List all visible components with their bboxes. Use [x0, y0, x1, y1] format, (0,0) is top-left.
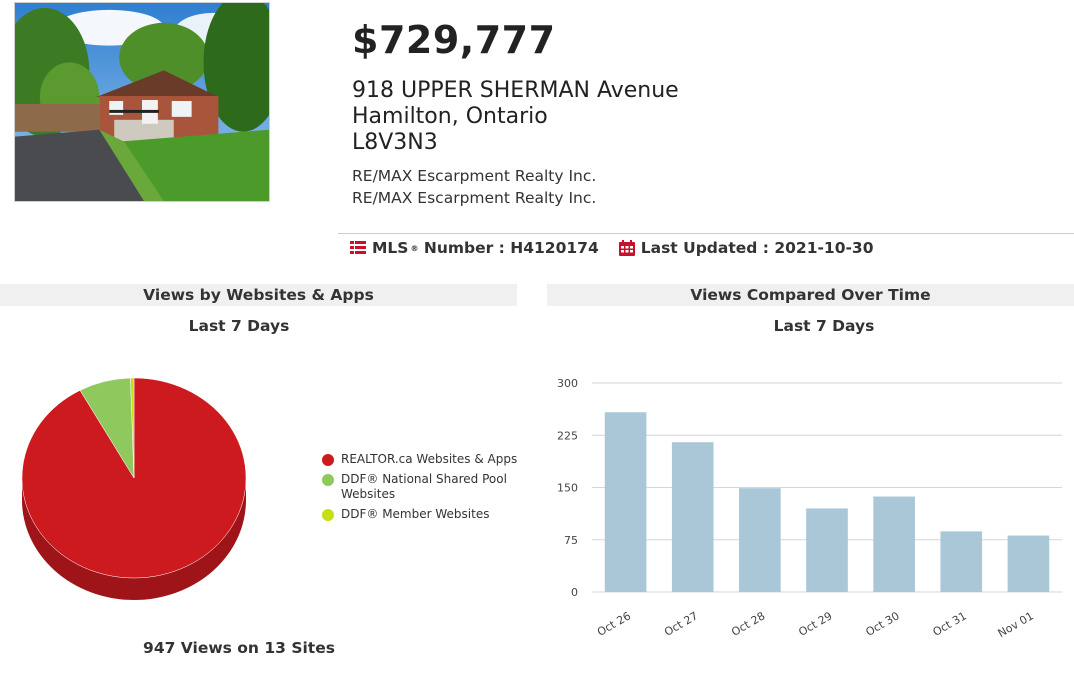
legend-swatch: [322, 474, 334, 486]
y-tick-label: 75: [564, 534, 578, 547]
bar-0[interactable]: [604, 412, 647, 592]
brokerage-name-1: RE/MAX Escarpment Realty Inc.: [352, 167, 597, 185]
x-tick-label: Oct 28: [729, 609, 767, 639]
mls-number: Number : H4120174: [418, 239, 599, 257]
y-tick-label: 150: [557, 482, 578, 495]
y-tick-label: 0: [571, 586, 578, 599]
address-postal-code: L8V3N3: [352, 130, 438, 155]
legend-label: DDF® Member Websites: [341, 507, 490, 521]
pie-legend: REALTOR.ca Websites & Apps DDF® National …: [322, 452, 522, 527]
views-by-websites-header: Views by Websites & Apps: [0, 284, 517, 306]
legend-item-1[interactable]: DDF® National Shared Pool Websites: [322, 472, 522, 502]
last-updated: Last Updated : 2021-10-30: [640, 239, 874, 257]
y-tick-label: 225: [557, 429, 578, 442]
address-street: 918 UPPER SHERMAN Avenue: [352, 78, 679, 103]
calendar-icon: [618, 240, 635, 256]
views-by-websites-period: Last 7 Days: [188, 317, 290, 335]
brokerage-name-2: RE/MAX Escarpment Realty Inc.: [352, 189, 597, 207]
legend-label: DDF® National Shared Pool Websites: [341, 472, 507, 501]
bar-4[interactable]: [873, 496, 915, 592]
legend-label: REALTOR.ca Websites & Apps: [341, 452, 518, 466]
x-tick-label: Oct 27: [662, 609, 700, 639]
mls-label: MLS: [372, 239, 409, 257]
views-bar-chart[interactable]: 0 75 150 225 300 Oct 26 Oct 27 Oct 28 Oct 29 Oct …: [547, 360, 1067, 640]
listing-price: $729,777: [352, 18, 556, 62]
x-tick-label: Oct 26: [595, 609, 633, 639]
views-over-time-period: Last 7 Days: [773, 317, 875, 335]
list-icon: [350, 241, 366, 254]
bar-5[interactable]: [940, 531, 983, 592]
bar-3[interactable]: [806, 508, 848, 592]
bar-6[interactable]: [1007, 535, 1050, 592]
views-over-time-header: Views Compared Over Time: [547, 284, 1074, 306]
bar-1[interactable]: [671, 442, 714, 592]
meta-divider: [338, 233, 1074, 234]
legend-swatch: [322, 509, 334, 521]
mls-registered-mark: ®: [410, 243, 419, 253]
views-pie-chart[interactable]: [14, 378, 254, 600]
x-tick-label: Oct 31: [931, 609, 969, 639]
listing-meta-row: MLS ® Number : H4120174 Last Updated : 20…: [350, 238, 874, 258]
legend-item-2[interactable]: DDF® Member Websites: [322, 507, 522, 522]
address-city: Hamilton, Ontario: [352, 104, 548, 129]
bar-2[interactable]: [739, 488, 781, 592]
views-total: 947 Views on 13 Sites: [143, 639, 335, 657]
pie-slice-2[interactable]: [130, 378, 135, 479]
listing-photo[interactable]: [14, 2, 270, 202]
x-tick-label: Oct 30: [864, 609, 902, 639]
x-tick-label: Nov 01: [996, 609, 1036, 640]
x-tick-label: Oct 29: [796, 609, 834, 639]
house-photo-image: [15, 3, 269, 201]
legend-item-0[interactable]: REALTOR.ca Websites & Apps: [322, 452, 522, 467]
pie-slice-side: [22, 478, 246, 600]
y-tick-label: 300: [557, 377, 578, 390]
legend-swatch: [322, 454, 334, 466]
